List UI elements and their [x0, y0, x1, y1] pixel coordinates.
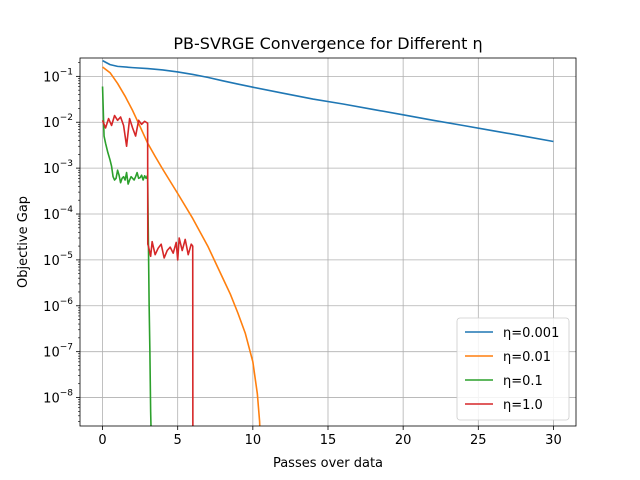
y-tick-label: 10−8 [43, 389, 73, 407]
legend-label: η=0.1 [503, 374, 543, 389]
y-tick-label: 10−5 [43, 251, 73, 269]
series-line-2 [102, 66, 261, 426]
y-tick-label: 10−4 [43, 205, 73, 223]
y-tick-label: 10−1 [43, 67, 73, 85]
x-tick-label: 5 [174, 433, 182, 448]
x-axis-label: Passes over data [273, 456, 383, 471]
y-axis-label: Objective Gap [16, 196, 31, 288]
legend-label: η=1.0 [503, 398, 543, 413]
x-tick-label: 20 [395, 433, 412, 448]
legend: η=0.001 η=0.01 η=0.1 η=1.0 [456, 317, 570, 421]
series-line-3 [101, 86, 152, 426]
y-tick-label: 10−3 [43, 159, 73, 177]
x-tick-label: 10 [245, 433, 262, 448]
x-tick-label: 0 [98, 433, 106, 448]
y-tick-label: 10−7 [43, 343, 73, 361]
x-tick-label: 15 [320, 433, 337, 448]
series-line-1 [102, 59, 554, 143]
y-tick-label: 10−6 [43, 297, 73, 315]
series-line-4 [101, 114, 194, 426]
x-tick-label: 25 [470, 433, 487, 448]
grid-layer [80, 58, 576, 426]
x-tick-label: 30 [545, 433, 562, 448]
chart-title: PB-SVRGE Convergence for Different η [173, 34, 482, 53]
y-tick-label: 10−2 [43, 113, 73, 131]
legend-label: η=0.01 [503, 350, 551, 365]
axis-layer: 0 5 10 15 20 25 30 10−1 10−2 10−3 10−4 10−5 10−6 10−7… [43, 62, 562, 448]
series-layer [101, 59, 554, 426]
legend-box [456, 317, 570, 421]
legend-label: η=0.001 [503, 326, 559, 341]
